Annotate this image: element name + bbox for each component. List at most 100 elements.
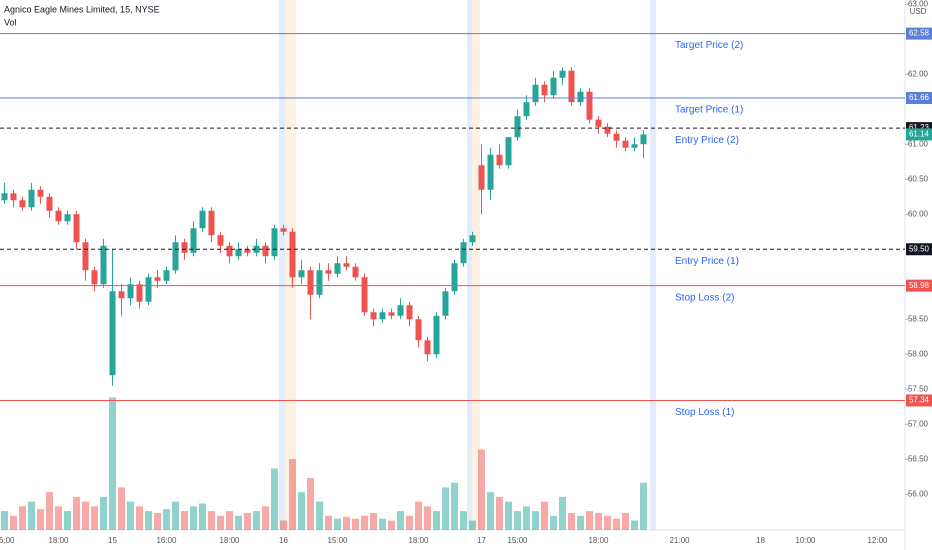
x-tick-label: 16:00 [0, 536, 15, 545]
volume-bar [415, 501, 422, 530]
y-tick-label: 58.50 [908, 314, 929, 323]
volume-bar [406, 515, 413, 530]
volume-bar [316, 501, 323, 530]
volume-bar [478, 449, 485, 530]
volume-bar [46, 492, 53, 530]
candle-body [280, 228, 287, 232]
volume-bar [577, 515, 584, 530]
candle-body [613, 133, 620, 141]
volume-bar [604, 515, 611, 530]
candle-body [361, 277, 368, 313]
candle-body [127, 284, 134, 299]
x-tick-label: 15 [108, 536, 117, 545]
price-level-tag [906, 92, 932, 105]
volume-bar [154, 512, 161, 530]
candle-body [28, 189, 35, 208]
candle-body [64, 214, 71, 222]
candle-body [541, 84, 548, 96]
volume-bar [199, 503, 206, 530]
volume-bar [343, 516, 350, 530]
price-level-name: Target Price (2) [675, 40, 743, 51]
price-level-tag [906, 243, 932, 256]
x-tick-label: 16:00 [156, 536, 177, 545]
candle-body [73, 214, 80, 243]
volume-bar [217, 515, 224, 530]
candle-body [253, 245, 260, 253]
price-level-name: Entry Price (2) [675, 135, 739, 146]
volume-bar [640, 482, 647, 530]
candle-body [478, 165, 485, 190]
x-tick-label: 15:00 [327, 536, 348, 545]
candle-body [640, 134, 647, 145]
volume-bar [118, 487, 125, 530]
candle-body [433, 315, 440, 355]
volume-bar [451, 482, 458, 530]
volume-bar [244, 512, 251, 530]
candle-body [307, 270, 314, 295]
candle-body [19, 200, 26, 208]
x-tick-label: 18 [756, 536, 765, 545]
price-level-name: Stop Loss (2) [675, 292, 734, 303]
volume-bar [514, 511, 521, 530]
session-band [467, 0, 472, 530]
volume-bar [586, 511, 593, 530]
volume-bar [325, 515, 332, 530]
candle-body [199, 210, 206, 229]
volume-bar [73, 496, 80, 530]
volume-bar [397, 511, 404, 530]
candle-body [406, 305, 413, 320]
volume-bar [19, 506, 26, 530]
candle-body [514, 116, 521, 138]
y-tick-label: 61.00 [908, 139, 929, 148]
volume-bar [208, 511, 215, 530]
candle-body [244, 249, 251, 253]
volume-bar [145, 511, 152, 530]
x-tick-label: 15:00 [507, 536, 528, 545]
x-tick-label: 18:00 [408, 536, 429, 545]
candle-body [325, 270, 332, 274]
candle-body [316, 270, 323, 295]
candle-body [505, 137, 512, 166]
volume-bar [505, 501, 512, 530]
candle-body [595, 119, 602, 127]
volume-bar [613, 518, 620, 530]
y-tick-label: 58.00 [908, 349, 929, 358]
volume-bar [370, 512, 377, 530]
y-tick-label: 56.50 [908, 454, 929, 463]
candle-body [91, 270, 98, 285]
candle-body [145, 277, 152, 302]
candle-body [415, 319, 422, 341]
volume-bar [352, 518, 359, 530]
volume-bar [307, 477, 314, 530]
candle-body [226, 245, 233, 257]
volume-bar [631, 520, 638, 530]
x-tick-label: 16 [279, 536, 288, 545]
candle-body [235, 249, 242, 257]
candle-body [370, 312, 377, 320]
volume-bar [622, 512, 629, 530]
price-level-value: 61.66 [909, 93, 930, 102]
volume-bar [487, 492, 494, 530]
candle-body [298, 270, 305, 278]
volume-bar [235, 515, 242, 530]
volume-bar [109, 397, 116, 530]
volume-bar [289, 459, 296, 530]
volume-bar [136, 506, 143, 530]
price-level-value: 59.50 [909, 244, 930, 253]
price-level-name: Target Price (1) [675, 105, 743, 116]
last-price-tag [906, 128, 932, 141]
volume-bar [442, 487, 449, 530]
candle-body [451, 263, 458, 292]
candle-body [631, 144, 638, 148]
y-tick-label: 60.50 [908, 174, 929, 183]
candle-body [154, 277, 161, 281]
candle-body [55, 210, 62, 222]
volume-bar [64, 511, 71, 530]
candle-body [523, 102, 530, 117]
x-tick-label: 21:00 [669, 536, 690, 545]
volume-bar [388, 520, 395, 530]
candle-body [577, 91, 584, 103]
y-tick-label: 63.00 [908, 0, 929, 8]
volume-bar [532, 511, 539, 530]
volume-bar [424, 506, 431, 530]
